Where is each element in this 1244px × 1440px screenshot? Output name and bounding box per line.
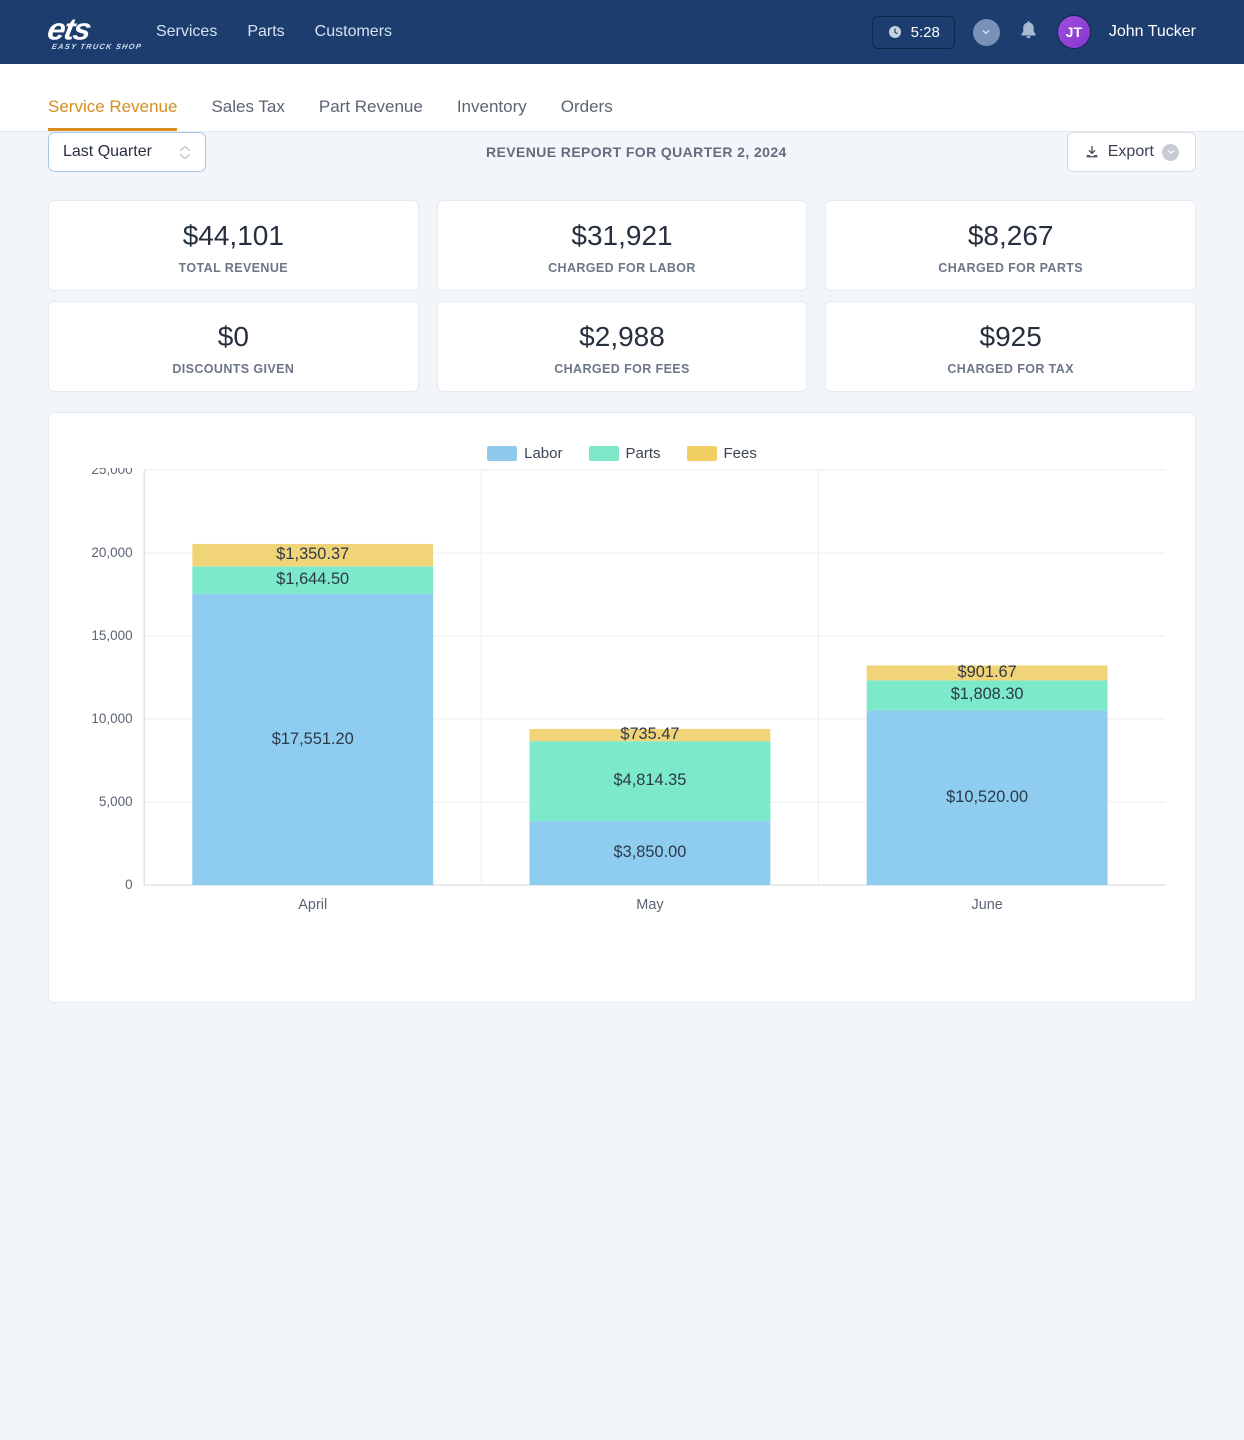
svg-text:April: April (298, 897, 327, 913)
svg-text:$1,350.37: $1,350.37 (276, 544, 349, 563)
svg-text:15,000: 15,000 (91, 628, 133, 643)
svg-text:May: May (636, 897, 664, 913)
svg-text:$4,814.35: $4,814.35 (614, 770, 687, 789)
svg-text:10,000: 10,000 (91, 711, 133, 726)
svg-text:$735.47: $735.47 (620, 724, 679, 743)
svg-text:0: 0 (125, 877, 133, 892)
svg-text:June: June (971, 897, 1002, 913)
svg-text:$10,520.00: $10,520.00 (946, 787, 1028, 806)
svg-text:20,000: 20,000 (91, 545, 133, 560)
svg-text:25,000: 25,000 (91, 468, 133, 477)
svg-text:$901.67: $901.67 (958, 662, 1017, 681)
svg-text:$1,808.30: $1,808.30 (951, 684, 1024, 703)
svg-text:$3,850.00: $3,850.00 (614, 842, 687, 861)
svg-text:$17,551.20: $17,551.20 (272, 729, 354, 748)
svg-text:$1,644.50: $1,644.50 (276, 569, 349, 588)
svg-text:5,000: 5,000 (99, 794, 133, 809)
